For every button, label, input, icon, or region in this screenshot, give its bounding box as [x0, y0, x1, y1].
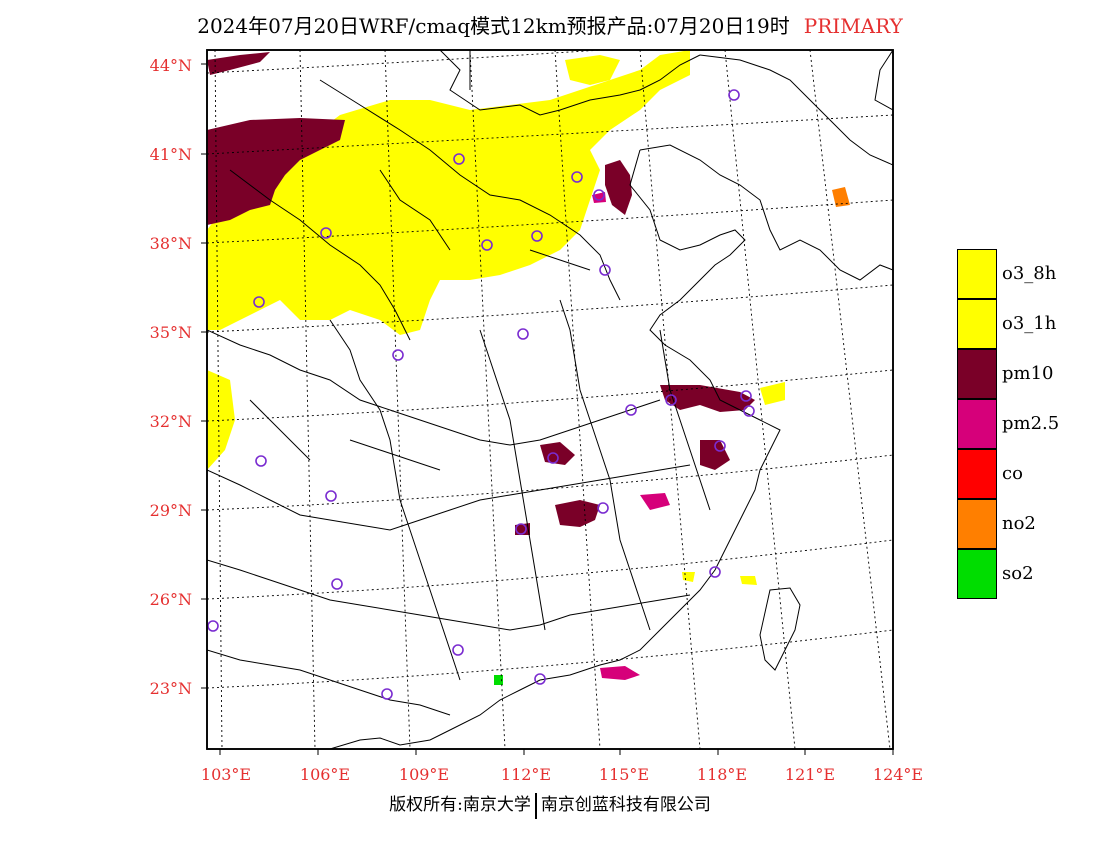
- lat-label-38: 38°N: [149, 234, 192, 253]
- boundaries: [207, 50, 893, 749]
- lat-label-29: 29°N: [149, 501, 192, 520]
- pm25-region: [592, 192, 670, 680]
- lon-label-106: 106°E: [299, 765, 351, 784]
- copyright-right: 南京创蓝科技有限公司: [540, 795, 711, 815]
- lat-label-26: 26°N: [149, 590, 192, 609]
- axis-ticks: [201, 63, 894, 755]
- lon-label-103: 103°E: [200, 765, 252, 784]
- lat-label-44: 44°N: [149, 56, 192, 75]
- copyright-footer: 版权所有:南京大学 南京创蓝科技有限公司: [0, 790, 1100, 819]
- legend-label: o3_1h: [1002, 313, 1057, 334]
- legend-label: pm10: [1002, 363, 1054, 384]
- legend-label: pm2.5: [1002, 413, 1060, 434]
- legend-label: o3_8h: [1002, 263, 1057, 284]
- legend-swatch: [957, 549, 997, 599]
- legend-label: no2: [1002, 513, 1036, 534]
- legend-swatch: [957, 449, 997, 499]
- lon-label-121: 121°E: [784, 765, 836, 784]
- map-title-main: 2024年07月20日WRF/cmaq模式12km预报产品:07月20日19时: [197, 14, 790, 38]
- legend-swatch: [957, 299, 997, 349]
- graticule: [207, 50, 893, 749]
- lat-label-23: 23°N: [149, 679, 192, 698]
- lon-label-109: 109°E: [398, 765, 450, 784]
- lat-label-32: 32°N: [149, 412, 192, 431]
- legend-swatch: [957, 499, 997, 549]
- lon-label-118: 118°E: [696, 765, 748, 784]
- no2-region: [832, 187, 850, 207]
- lat-label-35: 35°N: [149, 323, 192, 342]
- lon-label-112: 112°E: [500, 765, 552, 784]
- lon-label-115: 115°E: [598, 765, 650, 784]
- primary-tag: PRIMARY: [803, 14, 903, 38]
- pm10-region: [207, 52, 755, 535]
- station-markers: [207, 89, 755, 700]
- map-title: 2024年07月20日WRF/cmaq模式12km预报产品:07月20日19时 P…: [0, 10, 1100, 39]
- legend-swatch: [957, 249, 997, 299]
- legend-label: co: [1002, 463, 1023, 484]
- legend-swatch: [957, 349, 997, 399]
- legend-label: so2: [1002, 563, 1034, 584]
- footer-divider: [534, 792, 537, 819]
- o3-region: [207, 50, 785, 585]
- lon-label-124: 124°E: [872, 765, 924, 784]
- lat-label-41: 41°N: [149, 145, 192, 164]
- legend-swatch: [957, 399, 997, 449]
- so2-region: [494, 675, 503, 685]
- copyright-left: 版权所有:南京大学: [389, 795, 531, 815]
